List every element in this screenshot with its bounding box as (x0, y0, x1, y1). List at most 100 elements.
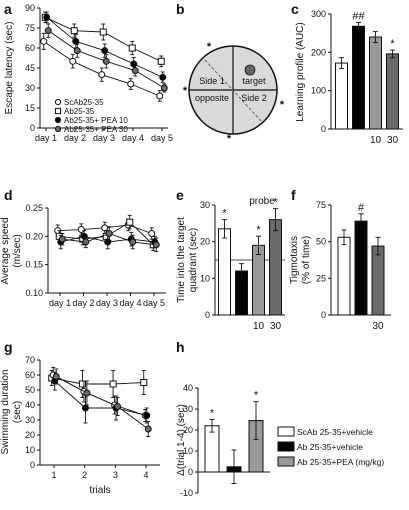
y-tick-label: 75 (25, 23, 35, 33)
maze-start-marker: * (280, 99, 285, 111)
y-tick-label: 15 (25, 103, 35, 113)
legend-swatch (277, 441, 295, 452)
data-point (109, 380, 117, 388)
data-point (144, 425, 152, 433)
bar (335, 62, 348, 130)
y-tick-label: 60 (25, 43, 35, 53)
legend-label: Ab25-35 (64, 107, 95, 116)
bar (352, 25, 365, 130)
data-point (128, 44, 136, 52)
y-tick-label: 30 (25, 83, 35, 93)
y-tick-label: 0.10 (25, 288, 43, 298)
bar (204, 425, 220, 473)
y-tick-label: 0 (30, 460, 35, 470)
data-point (83, 389, 91, 397)
data-point (69, 57, 77, 65)
data-point (58, 235, 66, 243)
y-tick-label: 10 (200, 273, 210, 283)
y-tick-label: 30 (25, 415, 35, 425)
y-tick-label: 40 (183, 383, 193, 393)
chart-e: 0 10 20 30 * * 10 * 30 probe Time into the targetq… (176, 196, 285, 332)
maze-label-target: target (242, 76, 266, 86)
data-point (126, 218, 134, 226)
chart-title: probe (249, 196, 275, 207)
data-point (54, 98, 62, 106)
significance-mark: * (390, 38, 395, 50)
data-point (44, 27, 52, 35)
data-point (130, 60, 138, 68)
legend: ScAb 25-35+vehicle Ab 25-35+vehicle Ab 25-… (277, 426, 384, 467)
data-point (77, 226, 85, 234)
y-tick-label: 300 (311, 9, 326, 19)
data-point (98, 71, 106, 79)
data-point (73, 47, 81, 55)
chart-g: 0 10 20 30 40 50 60 70 1 2 3 4 trials Swimming durati… (0, 355, 160, 496)
data-point (99, 28, 107, 36)
y-tick-label: 0.20 (25, 231, 43, 241)
significance-mark: * (254, 390, 259, 402)
y-tick-label: 200 (311, 47, 326, 57)
data-point (78, 380, 86, 388)
data-point (157, 57, 165, 65)
maze-start-marker: * (207, 41, 212, 53)
data-point (102, 57, 110, 65)
x-tick-label: day 1 (35, 133, 57, 143)
y-tick-label: 10 (25, 445, 35, 455)
legend-swatch (277, 426, 295, 437)
data-point (156, 92, 164, 100)
maze-diagram: Side 1 target opposite Side 2 * * * * (183, 41, 285, 145)
y-tick-label: 40 (25, 400, 35, 410)
legend-label: Ab25-35+ PEA 30 (64, 125, 128, 134)
data-point (82, 238, 90, 246)
data-point (54, 107, 62, 115)
x-tick-label: 4 (143, 470, 148, 480)
significance-mark: * (273, 197, 278, 209)
maze-start-marker: * (183, 85, 188, 97)
significance-mark: ## (352, 10, 365, 22)
bar (252, 244, 265, 316)
data-point (143, 412, 151, 419)
data-point (81, 404, 89, 412)
significance-mark: # (358, 202, 365, 214)
x-tick-label: day 3 (93, 133, 115, 143)
bar (337, 236, 351, 316)
panel-letter-d: d (4, 187, 13, 203)
y-tick-label: 0 (205, 310, 210, 320)
chart-d: 0.10 0.15 0.20 0.25 day 1 day 2 day 3 day 4 day … (0, 203, 166, 308)
y-tick-label: 50 (25, 385, 35, 395)
panel-letter-g: g (4, 339, 13, 355)
panel-letter-b: b (176, 1, 185, 17)
legend-label: Ab 25-35+vehicle (297, 442, 363, 452)
y-tick-label: 0 (30, 123, 35, 133)
data-point (129, 238, 137, 246)
y-tick-label: -10 (180, 488, 193, 498)
y-tick-label: 10 (183, 446, 193, 456)
bar (269, 219, 282, 316)
legend-swatch (277, 456, 295, 467)
bar (218, 228, 231, 316)
panel-letter-f: f (291, 187, 296, 203)
data-point (43, 13, 51, 21)
x-axis-title: trials (89, 485, 110, 496)
legend-label: ScAb 25-35+vehicle (297, 427, 373, 437)
chart-a: 0 15 30 45 60 75 90 day 1 day 2 day 3 day 4 day 5 Es… (4, 3, 173, 143)
y-axis-title: Time into the targetquadrant (sec) (176, 217, 199, 303)
panel-letter-h: h (176, 339, 185, 355)
chart-h: -10 0 10 20 30 40 * * Δ(trial 1-4) (sec) ScAb 25-… (176, 383, 384, 498)
panel-letter-c: c (291, 1, 299, 17)
data-point (148, 230, 156, 237)
bar (371, 245, 385, 316)
bar (354, 220, 368, 316)
y-axis-title: Swimming duration(sec) (0, 369, 23, 454)
data-point (105, 230, 113, 237)
target-platform (244, 64, 256, 76)
data-point (101, 47, 109, 55)
y-tick-label: 25 (316, 273, 326, 283)
dose-label: 30 (387, 135, 399, 146)
y-tick-label: 60 (25, 370, 35, 380)
dose-label: 10 (253, 321, 265, 332)
y-tick-label: 50 (316, 237, 326, 247)
data-point (160, 84, 168, 92)
series-line (51, 377, 144, 385)
